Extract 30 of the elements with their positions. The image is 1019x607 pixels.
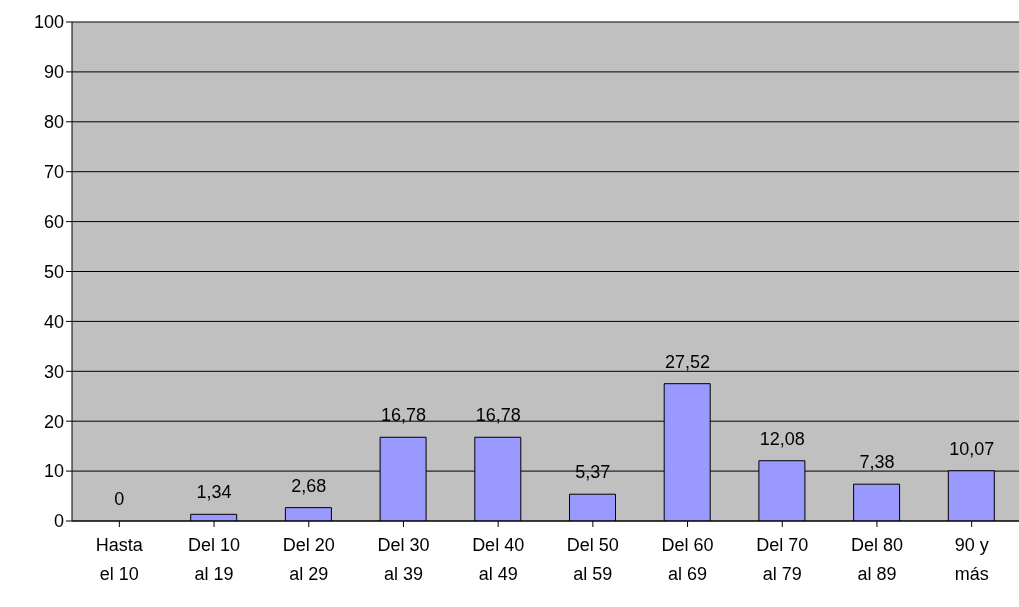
data-label: 1,34	[196, 482, 232, 503]
y-tick-label: 10	[43, 461, 64, 482]
x-tick-label: Del 40 al 49	[472, 535, 525, 584]
data-label: 7,38	[859, 452, 895, 473]
y-tick-label: 0	[53, 511, 64, 532]
x-tick-label: Del 30 al 39	[377, 535, 430, 584]
y-tick-label: 100	[33, 12, 64, 33]
y-tick-label: 40	[43, 311, 64, 332]
x-tick-label: Hasta el 10	[95, 535, 144, 584]
data-label: 27,52	[665, 351, 711, 372]
y-tick-label: 30	[43, 361, 64, 382]
x-tick-label: 90 y más	[954, 535, 989, 584]
y-tick-label: 70	[43, 162, 64, 183]
x-tick-label: Del 20 al 29	[282, 535, 335, 584]
y-tick-label: 20	[43, 411, 64, 432]
data-label: 12,08	[759, 428, 805, 449]
data-label: 16,78	[475, 405, 521, 426]
x-tick-label: Del 70 al 79	[756, 535, 809, 584]
data-label: 2,68	[291, 475, 327, 496]
y-tick-label: 60	[43, 211, 64, 232]
x-tick-label: Del 50 al 59	[566, 535, 619, 584]
data-label: 16,78	[380, 405, 426, 426]
y-tick-label: 50	[43, 261, 64, 282]
y-tick-label: 90	[43, 62, 64, 83]
x-tick-label: Del 10 al 19	[188, 535, 241, 584]
data-label: 10,07	[949, 438, 995, 459]
x-tick-label: Del 60 al 69	[661, 535, 714, 584]
x-tick-label: Del 80 al 89	[850, 535, 903, 584]
data-label: 0	[114, 489, 125, 509]
y-tick-label: 80	[43, 112, 64, 133]
